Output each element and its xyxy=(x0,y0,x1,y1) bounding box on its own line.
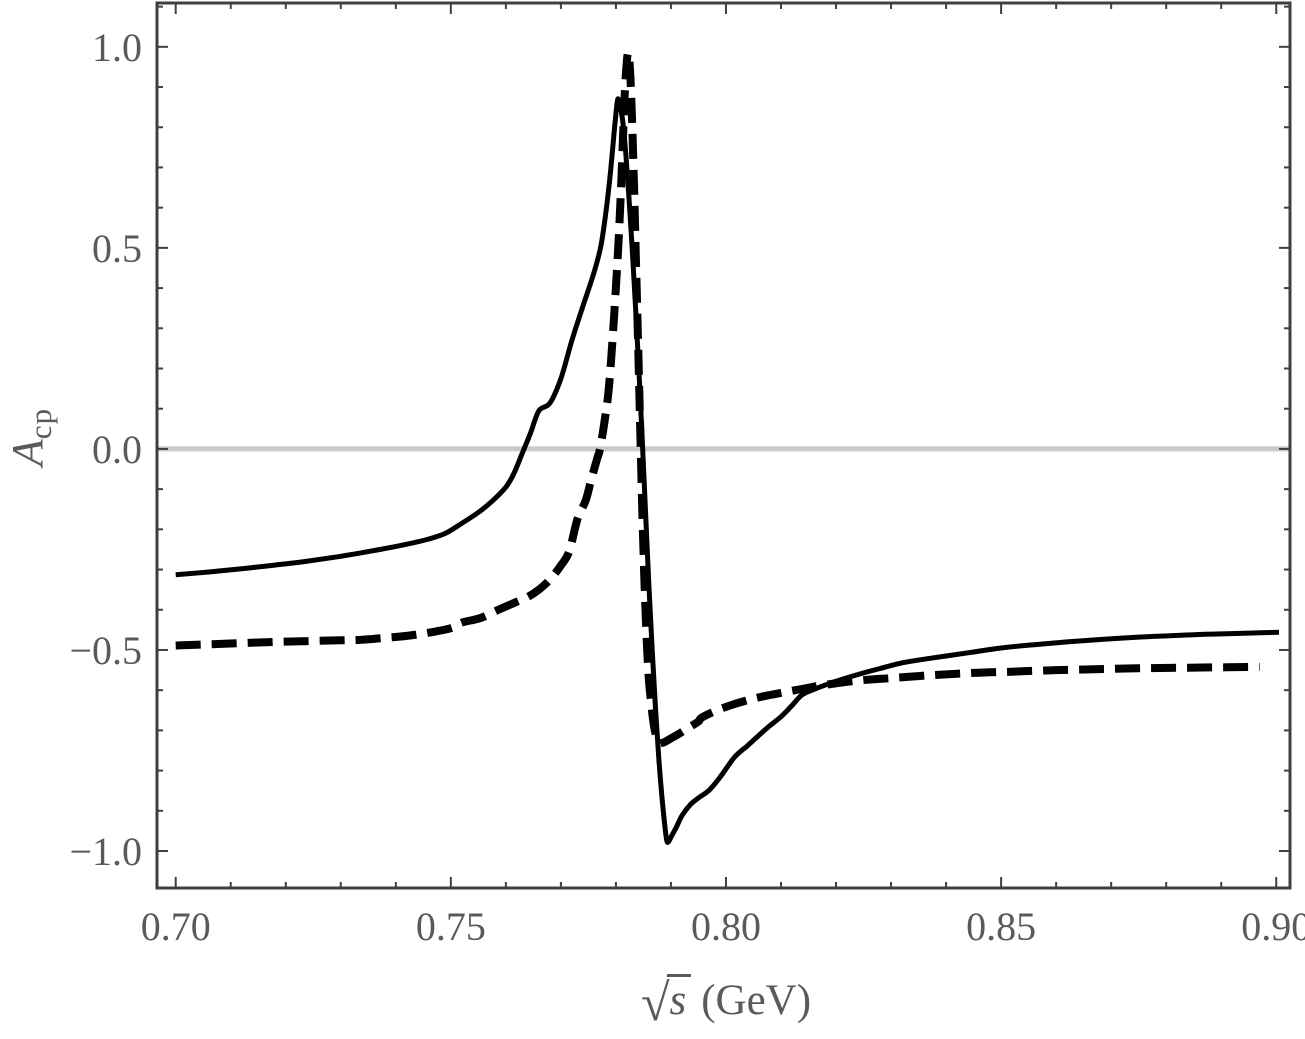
y-tick-label: −1.0 xyxy=(69,829,142,874)
y-axis-title: Acp xyxy=(3,407,58,467)
x-tick-label: 0.85 xyxy=(966,904,1036,949)
x-axis-title: √s (GeV) xyxy=(641,974,811,1030)
solid-curve xyxy=(175,96,1280,845)
x-axis-unit: (GeV) xyxy=(701,977,812,1024)
x-tick-label: 0.70 xyxy=(141,904,211,949)
y-tick-label: 0.5 xyxy=(92,226,142,271)
y-tick-label: −0.5 xyxy=(69,628,142,673)
plot-frame xyxy=(155,1,1292,890)
y-title-symbol: A xyxy=(3,439,52,467)
x-tick-label: 0.90 xyxy=(1241,904,1305,949)
dashed-curve xyxy=(175,48,1260,748)
sqrt-radicand: s xyxy=(666,974,692,1023)
sqrt-radical-glyph: √ xyxy=(640,975,670,1032)
y-title-subscript: cp xyxy=(23,407,58,440)
x-tick-label: 0.75 xyxy=(416,904,486,949)
y-tick-label: 0.0 xyxy=(92,427,142,472)
y-tick-label: 1.0 xyxy=(92,25,142,70)
x-tick-label: 0.80 xyxy=(691,904,761,949)
